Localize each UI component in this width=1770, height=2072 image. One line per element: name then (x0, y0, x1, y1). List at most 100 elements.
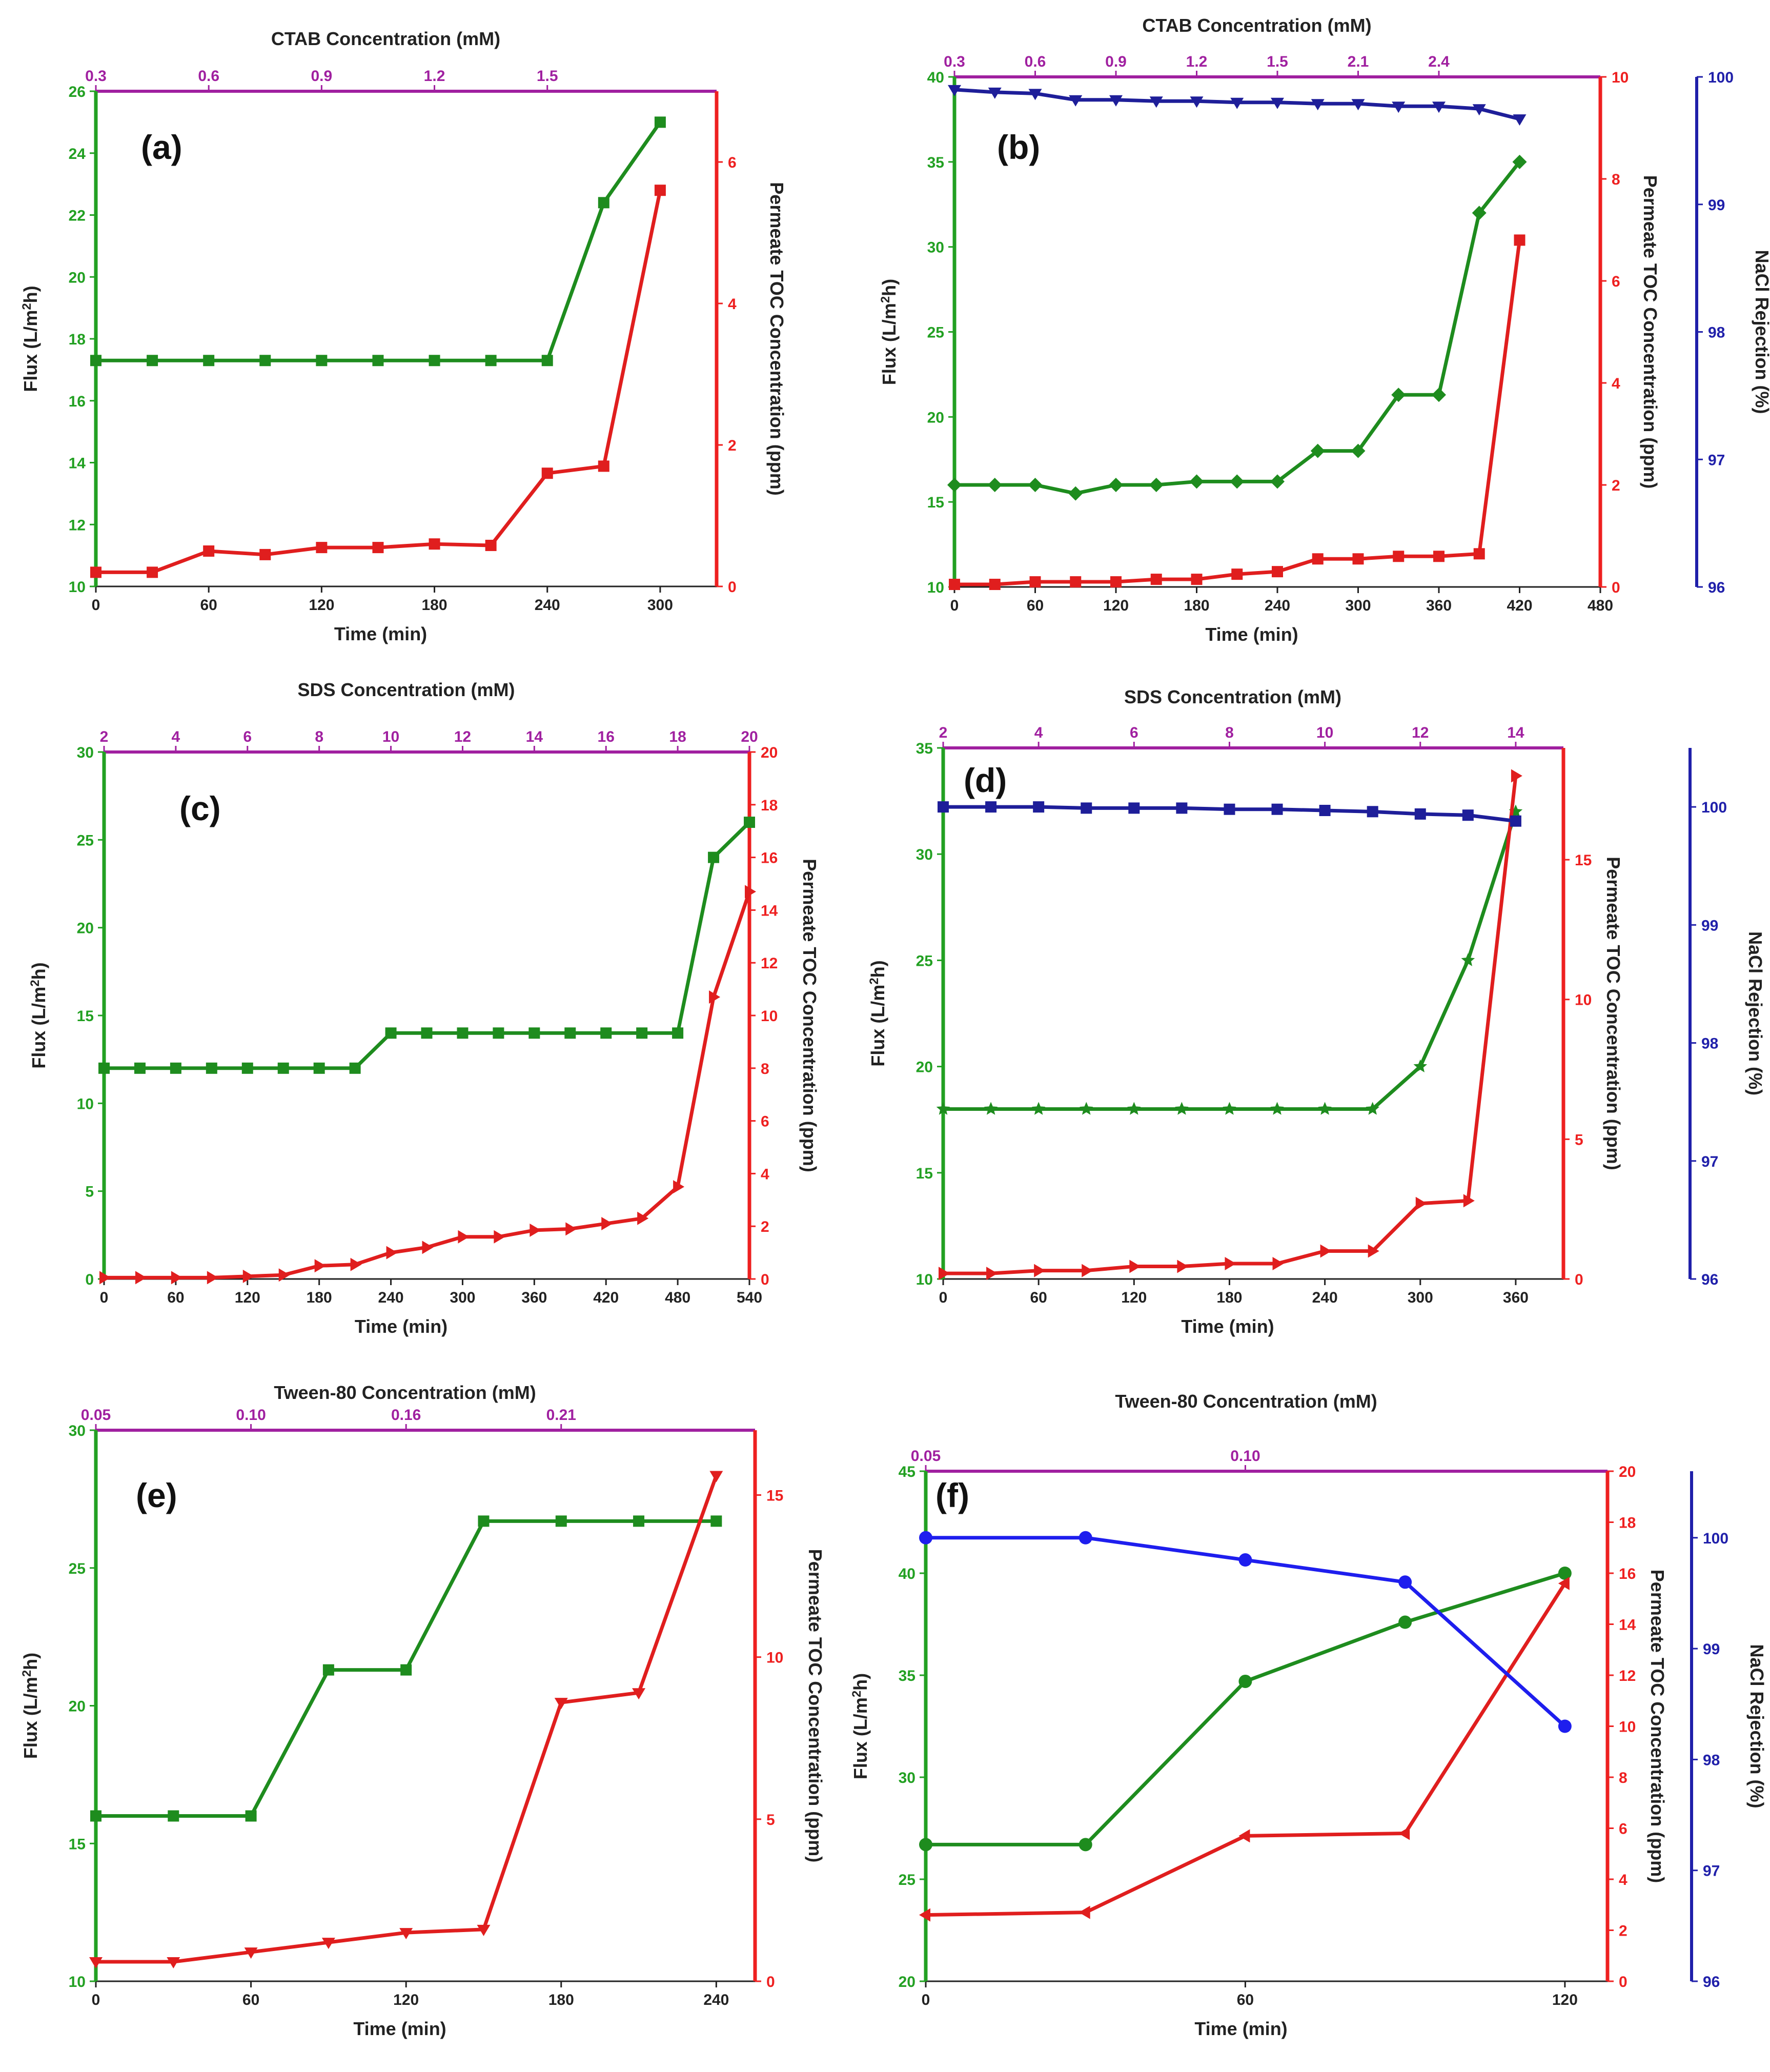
data-point-flux (984, 1102, 998, 1115)
data-point-flux (170, 1062, 181, 1074)
data-point-flux (919, 1838, 932, 1852)
top-tick-label: 2 (100, 728, 109, 745)
left-tick-label: 35 (916, 740, 933, 757)
x-tick-label: 240 (378, 1289, 404, 1306)
data-point-permeate-toc (147, 566, 158, 578)
data-point-nacl-rejection (1190, 96, 1204, 108)
top-tick-label: 0.05 (81, 1407, 111, 1424)
left-tick-label: 10 (69, 579, 86, 596)
right2-axis-title: NaCl Rejection (%) (1752, 250, 1770, 414)
data-point-flux (493, 1027, 504, 1039)
top-tick-label: 1.2 (1186, 53, 1208, 70)
x-tick-label: 360 (521, 1289, 547, 1306)
top-tick-label: 1.2 (424, 68, 445, 85)
data-point-nacl-rejection (1238, 1553, 1252, 1567)
data-point-permeate-toc (1225, 1257, 1236, 1271)
data-point-permeate-toc (314, 1259, 326, 1273)
left-tick-label: 20 (77, 920, 94, 937)
data-point-flux (457, 1027, 469, 1039)
series-line-permeate-toc (954, 239, 1521, 586)
top-tick-label: 0.10 (1230, 1448, 1260, 1465)
left-tick-label: 22 (69, 208, 86, 225)
data-point-flux (245, 1810, 257, 1822)
right-tick-label: 12 (761, 955, 778, 972)
data-point-permeate-toc (1393, 551, 1405, 562)
data-point-permeate-toc (1398, 1826, 1410, 1840)
data-point-flux (1310, 443, 1325, 458)
data-point-permeate-toc (1312, 553, 1324, 565)
data-point-flux (90, 355, 101, 367)
data-point-permeate-toc (1415, 1196, 1427, 1210)
data-point-flux (400, 1664, 412, 1676)
left-tick-label: 30 (899, 1770, 915, 1786)
right-tick-label: 10 (761, 1008, 778, 1025)
data-point-nacl-rejection (1432, 101, 1446, 113)
data-point-flux (672, 1027, 684, 1039)
panel-label: (a) (141, 128, 182, 166)
data-point-permeate-toc (386, 1246, 398, 1260)
data-point-flux (147, 355, 158, 367)
top-tick-label: 16 (598, 728, 615, 745)
right-tick-label: 0 (1619, 1974, 1627, 1990)
right-tick-label: 0 (1612, 579, 1620, 596)
data-point-permeate-toc (321, 1938, 335, 1949)
left-tick-label: 25 (899, 1872, 915, 1888)
right-tick-label: 15 (1575, 852, 1592, 869)
top-tick-label: 0.10 (236, 1407, 266, 1424)
data-point-permeate-toc (372, 542, 384, 554)
right2-tick-label: 99 (1701, 917, 1718, 934)
left-tick-label: 30 (69, 1423, 86, 1439)
top-tick-label: 8 (315, 728, 323, 745)
data-point-flux (1149, 478, 1164, 492)
right-tick-label: 6 (1612, 273, 1620, 290)
top-tick-label: 0.6 (198, 68, 219, 85)
x-tick-label: 540 (737, 1289, 762, 1306)
x-tick-label: 300 (450, 1289, 475, 1306)
data-point-flux (1028, 478, 1043, 492)
data-point-permeate-toc (949, 579, 960, 591)
data-point-nacl-rejection (1069, 95, 1083, 107)
x-tick-label: 240 (535, 597, 560, 614)
series-line-permeate-toc (96, 190, 662, 574)
data-point-flux (134, 1062, 146, 1074)
data-point-permeate-toc (1272, 566, 1283, 578)
data-point-flux (203, 355, 215, 367)
right2-tick-label: 100 (1703, 1530, 1728, 1547)
data-point-nacl-rejection (1271, 803, 1283, 815)
flux-label-part: 2 (850, 1691, 864, 1697)
right2-tick-label: 98 (1701, 1035, 1718, 1052)
right2-tick-label: 96 (1701, 1271, 1718, 1288)
x-tick-label: 360 (1503, 1289, 1529, 1306)
data-point-permeate-toc (565, 1222, 577, 1236)
top-tick-label: 0.6 (1025, 53, 1046, 70)
left-tick-label: 10 (69, 1974, 86, 1990)
flux-label-part: Flux (L/m (850, 1697, 871, 1779)
x-axis-title: Time (min) (1205, 624, 1298, 645)
data-point-permeate-toc (919, 1908, 930, 1922)
x-tick-label: 120 (1552, 1992, 1578, 2008)
right-tick-label: 12 (1619, 1668, 1636, 1684)
x-tick-label: 60 (1237, 1992, 1254, 2008)
data-point-nacl-rejection (1271, 97, 1284, 109)
right2-tick-label: 100 (1708, 69, 1734, 86)
left-tick-label: 0 (85, 1271, 94, 1288)
data-point-flux (168, 1810, 179, 1822)
x-tick-label: 420 (1507, 597, 1532, 614)
top-tick-label: 0.05 (911, 1448, 941, 1465)
data-point-permeate-toc (458, 1230, 470, 1244)
series-line-permeate-toc (943, 776, 1518, 1275)
data-point-flux (1223, 1102, 1236, 1115)
data-point-flux (1318, 1102, 1332, 1115)
right-tick-label: 14 (761, 902, 778, 919)
data-point-permeate-toc (530, 1223, 541, 1237)
x-axis-title: Time (min) (1181, 1316, 1274, 1337)
data-point-nacl-rejection (1414, 808, 1426, 820)
data-point-permeate-toc (1150, 574, 1162, 585)
data-point-nacl-rejection (1176, 802, 1188, 814)
right2-tick-label: 98 (1703, 1752, 1720, 1769)
right-tick-label: 6 (1619, 1821, 1627, 1838)
right2-tick-label: 96 (1708, 579, 1725, 596)
right-tick-label: 4 (761, 1166, 769, 1183)
